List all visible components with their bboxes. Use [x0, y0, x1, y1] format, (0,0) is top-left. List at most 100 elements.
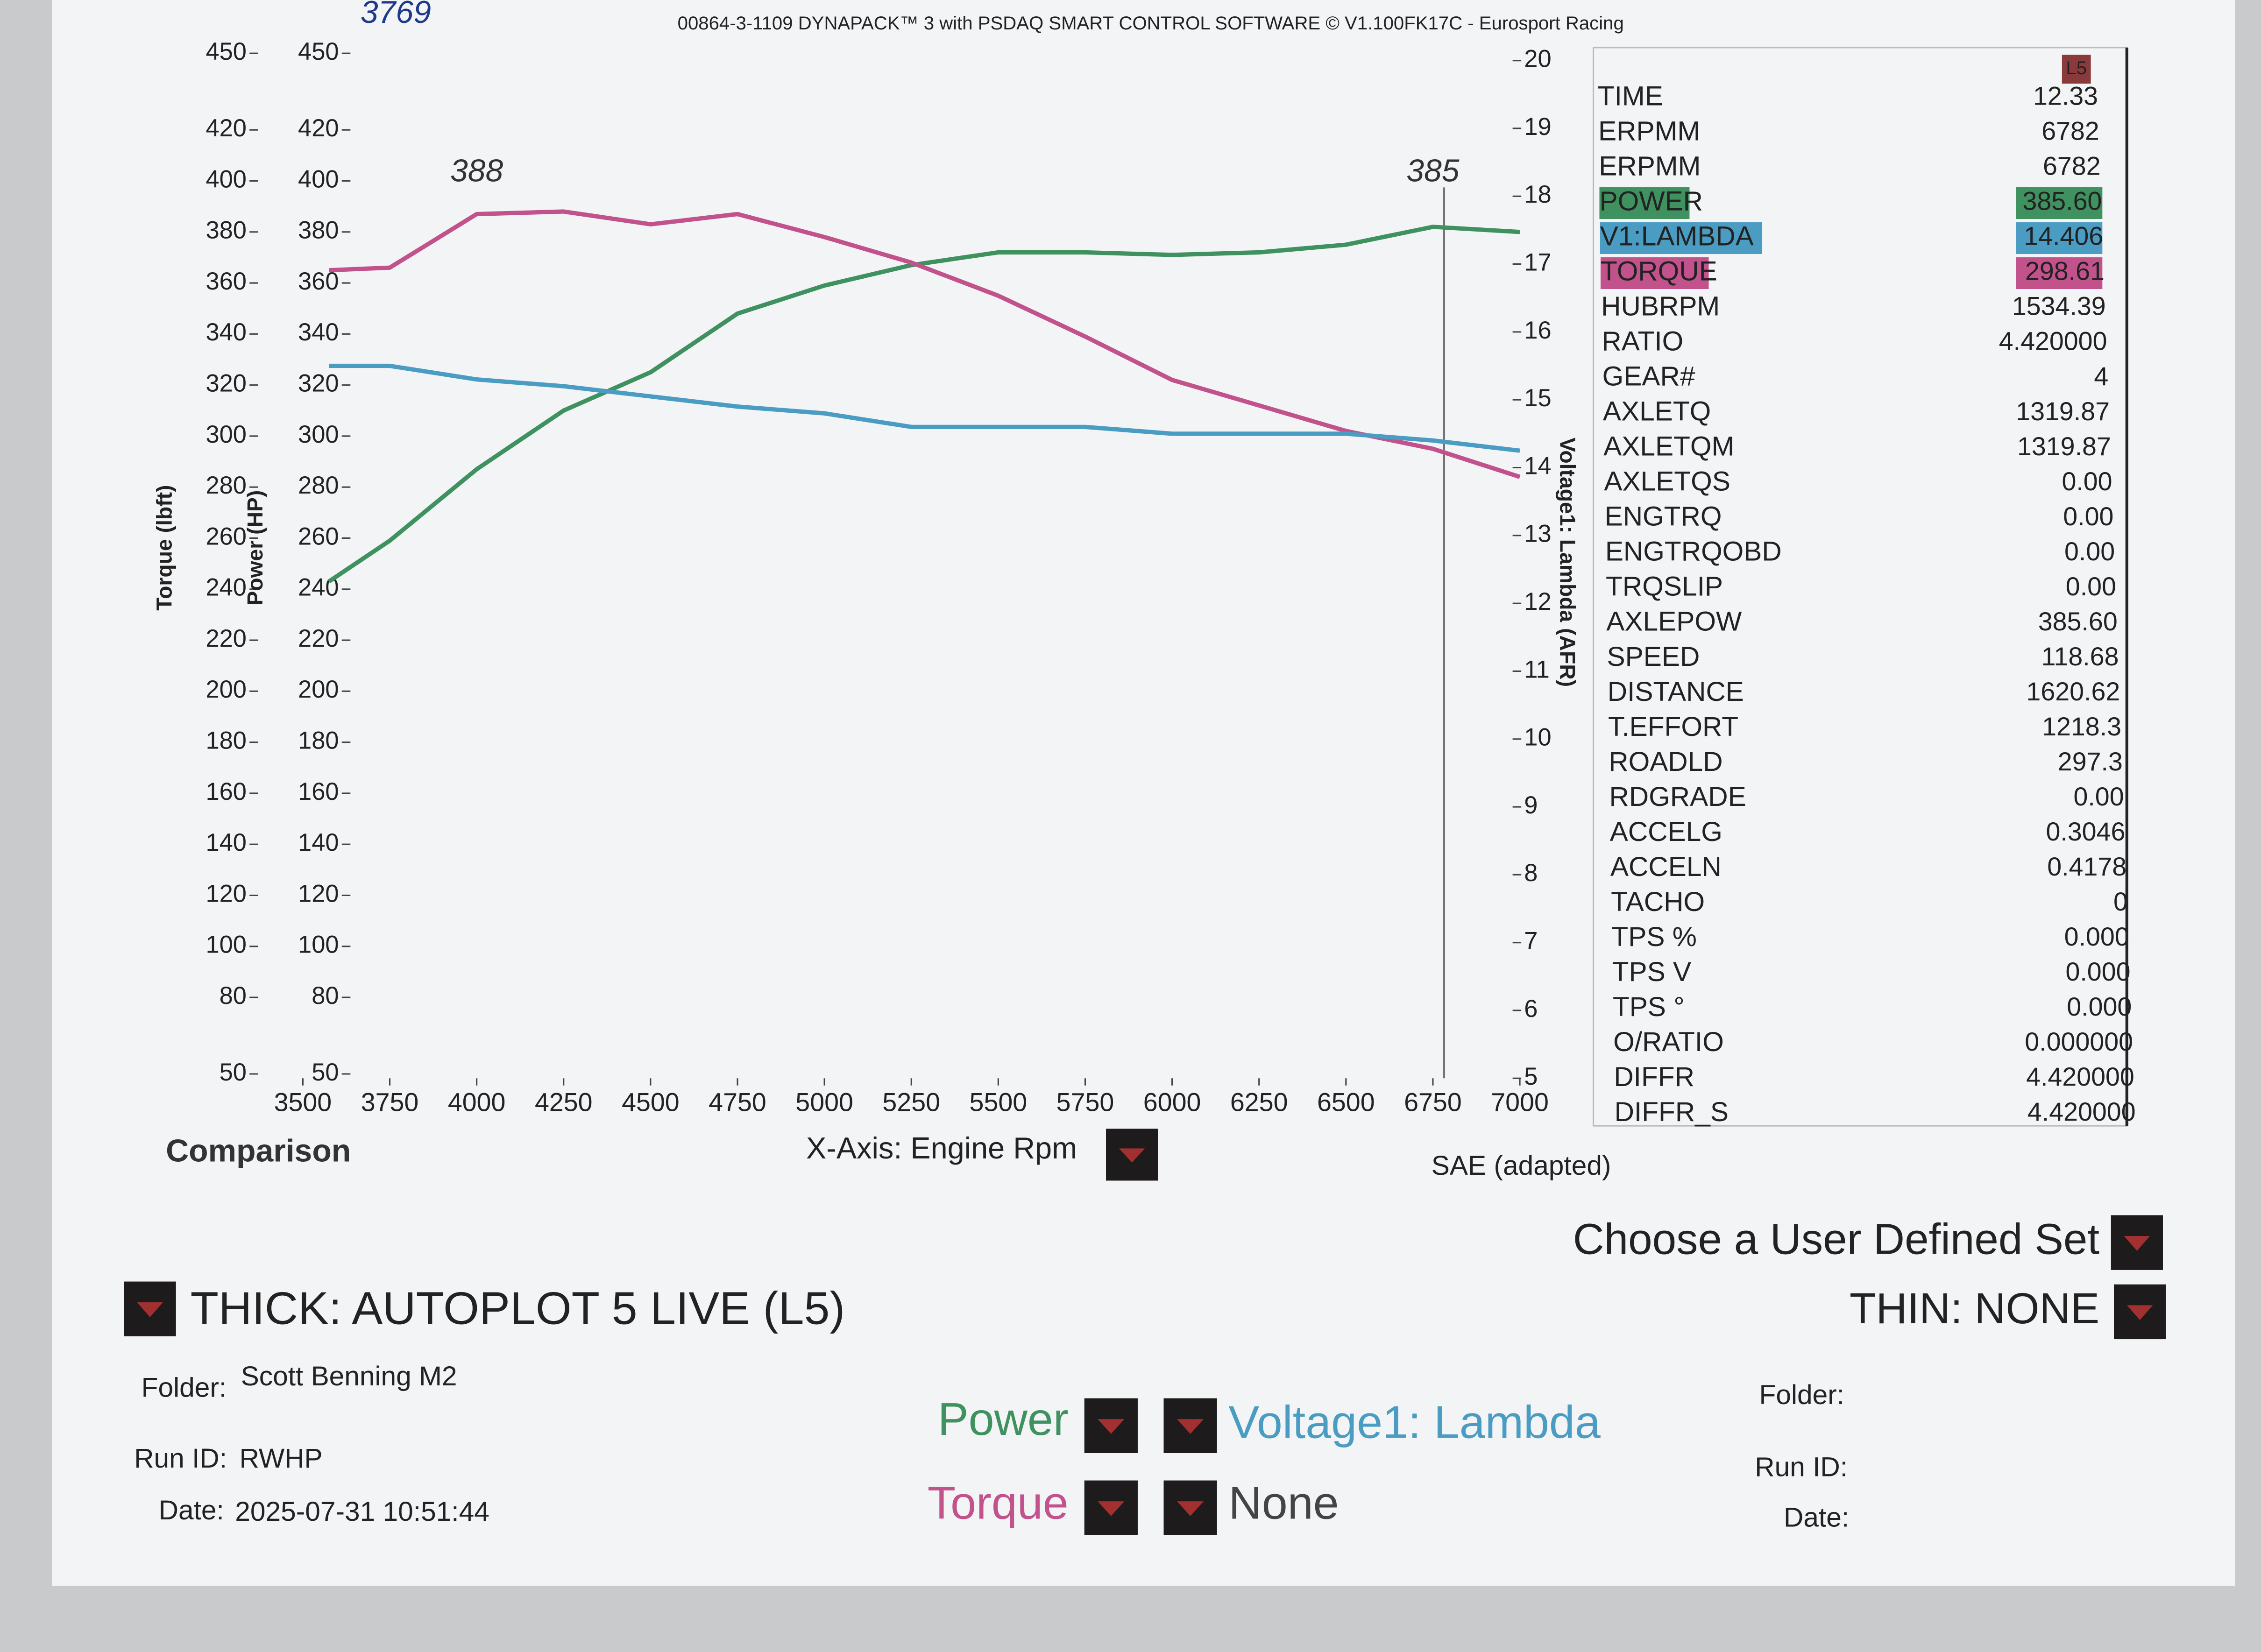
row-value: 12.33	[2033, 82, 2098, 111]
row-value: 1319.87	[2016, 397, 2110, 426]
row-value: 4.420000	[2026, 1062, 2134, 1091]
y-tick-label: 50	[312, 1059, 339, 1086]
row-value: 0.000	[2064, 922, 2129, 951]
y-tick-label: 140	[298, 829, 339, 856]
y-tick-label: 320	[206, 369, 247, 397]
y-tick-label: 180	[206, 727, 247, 754]
row-value: 1319.87	[2017, 432, 2111, 461]
row-value: 0.00	[2073, 782, 2124, 811]
x-axis-label: X-Axis: Engine Rpm	[806, 1131, 1077, 1165]
comparison: Comparison	[166, 1134, 351, 1169]
row-name: O/RATIO	[1613, 1027, 1724, 1057]
dropdown-arrow	[2124, 1236, 2150, 1251]
row-name: DIFFR	[1614, 1062, 1694, 1092]
x-tick-label: 5750	[1056, 1088, 1114, 1117]
row-value: 0.4178	[2047, 852, 2126, 881]
chart-title: 00864-3-1109 DYNAPACK™ 3 with PSDAQ SMAR…	[678, 13, 1624, 34]
annotation: 3769	[361, 0, 431, 30]
y2-tick-label: 7	[1524, 927, 1538, 955]
row-name: ACCELG	[1610, 817, 1722, 847]
row-name: POWER	[1599, 186, 1703, 216]
panel-header-cell	[2062, 55, 2091, 84]
y2-tick-label: 8	[1524, 859, 1538, 887]
row-name: AXLEPOW	[1606, 607, 1742, 637]
y2-tick-label: 17	[1524, 248, 1551, 276]
y-tick-label: 380	[298, 217, 339, 244]
y-tick-label: 180	[298, 727, 339, 754]
row-name: ENGTRQ	[1605, 501, 1722, 532]
y-tick-label: 340	[206, 318, 247, 346]
y2-tick-label: 13	[1524, 520, 1551, 548]
row-name: SPEED	[1607, 642, 1700, 672]
row-highlight	[1600, 222, 1763, 254]
row-name: TACHO	[1611, 887, 1705, 917]
row-value: 4	[2094, 362, 2108, 391]
dropdown-arrow	[1177, 1501, 1204, 1516]
annotation: 388	[450, 153, 503, 188]
y-tick-label: 420	[206, 114, 247, 142]
series-line	[327, 225, 1520, 584]
dropdown-arrow	[2126, 1305, 2153, 1320]
y2-tick-label: 20	[1524, 45, 1551, 73]
y2-tick-label: 6	[1524, 995, 1538, 1023]
dropdown-arrow	[137, 1302, 163, 1317]
row-value: 0	[2113, 887, 2128, 916]
y-tick-label: 420	[298, 114, 339, 142]
row-value: 1534.39	[2012, 292, 2106, 321]
x-tick-label: 3750	[361, 1088, 419, 1117]
y-tick-label: 450	[206, 38, 247, 65]
row-name: ENGTRQOBD	[1605, 537, 1782, 567]
row-name: V1:LAMBDA	[1600, 221, 1754, 252]
thin-run: THIN: NONE	[1850, 1284, 2099, 1333]
dropdown-arrow	[1098, 1419, 1125, 1434]
y-tick-label: 280	[206, 472, 247, 499]
y2-tick-label: 18	[1524, 181, 1551, 208]
run-label: Run ID:	[1755, 1452, 1848, 1482]
row-highlight	[1599, 187, 1690, 219]
y-tick-label: 160	[206, 778, 247, 805]
row-highlight	[2016, 187, 2103, 219]
row-name: DIFFR_S	[1615, 1097, 1729, 1127]
row-value: 4.420000	[1999, 327, 2107, 356]
y-tick-label: 200	[206, 676, 247, 703]
dropdown-arrow	[1177, 1419, 1204, 1434]
y-axis-label: Torque (lbft)	[152, 485, 176, 611]
row-value: 0.3046	[2046, 817, 2125, 846]
y2-tick-label: 10	[1524, 724, 1551, 751]
row-value: 0.00	[2064, 537, 2115, 566]
row-value: 4.420000	[2027, 1097, 2136, 1126]
series-line	[329, 209, 1521, 479]
paper	[52, 0, 2235, 1586]
annotation: 385	[1406, 153, 1460, 188]
thick-run: THICK: AUTOPLOT 5 LIVE (L5)	[191, 1283, 845, 1334]
x-tick-label: 6500	[1317, 1088, 1375, 1117]
folder-label: Folder:	[1759, 1380, 1845, 1410]
row-value: 1218.3	[2042, 712, 2121, 741]
row-name: TRQSLIP	[1606, 572, 1723, 602]
y-tick-label: 220	[206, 625, 247, 652]
y-tick-label: 380	[206, 217, 247, 244]
row-name: DISTANCE	[1608, 677, 1744, 707]
y2-axis-label: Voltage1: Lambda (AFR)	[1556, 438, 1580, 687]
y-tick-label: 300	[206, 421, 247, 448]
run-id: RWHP	[240, 1443, 323, 1474]
x-tick-label: 6000	[1143, 1088, 1201, 1117]
row-value: 6782	[2041, 117, 2099, 146]
x-tick-label: 7000	[1491, 1088, 1549, 1117]
date-label: Date:	[159, 1495, 224, 1525]
row-value: 14.406	[2024, 222, 2103, 251]
row-value: 118.68	[2041, 642, 2119, 671]
x-tick-label: 4250	[535, 1088, 593, 1117]
x-tick-label: 3500	[274, 1088, 332, 1117]
series-line	[329, 363, 1520, 453]
y-tick-label: 240	[206, 574, 247, 601]
y2-tick-label: 12	[1524, 588, 1551, 615]
row-name: TPS %	[1611, 922, 1696, 952]
y-tick-label: 340	[298, 318, 339, 346]
row-name: AXLETQS	[1604, 466, 1730, 497]
row-value: 0.000	[2065, 957, 2130, 986]
row-name: TPS °	[1613, 992, 1685, 1022]
y-tick-label: 400	[298, 165, 339, 193]
x-tick-label: 5500	[970, 1088, 1028, 1117]
